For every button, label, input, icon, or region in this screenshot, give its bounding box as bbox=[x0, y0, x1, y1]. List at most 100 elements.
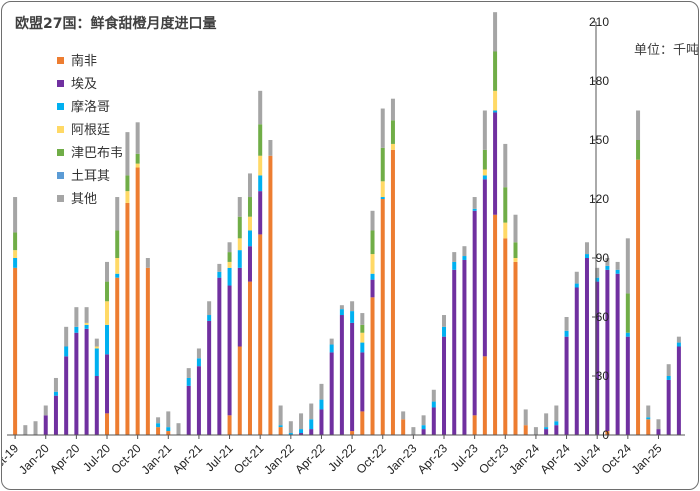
bar-segment-2022-08-4 bbox=[360, 324, 365, 333]
bar-segment-2024-02-6 bbox=[544, 413, 549, 428]
bar-segment-2024-03-2 bbox=[554, 421, 559, 426]
bar-segment-2020-06-2 bbox=[94, 348, 99, 376]
bar-segment-2021-08-6 bbox=[237, 197, 242, 217]
bar-segment-2022-06-2 bbox=[339, 309, 344, 316]
legend-label: 其他 bbox=[71, 192, 97, 207]
y-tick-label: 30 bbox=[596, 369, 610, 383]
bar-segment-2022-08-2 bbox=[360, 342, 365, 353]
bar-segment-2020-10-4 bbox=[135, 153, 140, 164]
x-tick-label: Apr-21 bbox=[170, 441, 206, 477]
bar-segment-2021-07-2 bbox=[227, 267, 232, 286]
bar-segment-2021-10-2 bbox=[258, 175, 263, 192]
legend-label: 南非 bbox=[71, 53, 97, 69]
bar-segment-2024-11-4 bbox=[636, 140, 641, 160]
bar-segment-2020-05-6 bbox=[84, 307, 89, 323]
bar-segment-2024-03-1 bbox=[554, 425, 559, 435]
bar-segment-2020-08-4 bbox=[115, 230, 120, 258]
x-tick-label: Jan-22 bbox=[261, 441, 297, 477]
bar-segment-2020-12-6 bbox=[156, 417, 161, 424]
bar-segment-2019-10-2 bbox=[13, 258, 18, 268]
bar-segment-2024-05-6 bbox=[574, 271, 579, 284]
bar-segment-2023-04-6 bbox=[442, 315, 447, 327]
bar-segment-2023-06-1 bbox=[462, 259, 467, 435]
bar-segment-2024-03-6 bbox=[554, 405, 559, 422]
bar-segment-2020-02-6 bbox=[53, 377, 58, 392]
bar-segment-2021-07-6 bbox=[227, 242, 232, 253]
chart-title: 欧盟27国：鲜食甜橙月度进口量 bbox=[15, 15, 216, 32]
unit-label: 单位：千吨 bbox=[634, 43, 698, 58]
bar-segment-2022-05-6 bbox=[329, 338, 334, 345]
bar-segment-2023-08-1 bbox=[482, 179, 487, 357]
legend-swatch bbox=[57, 195, 64, 202]
x-tick-label: Oct-19 bbox=[2, 441, 21, 477]
bar-segment-2024-05-1 bbox=[574, 287, 579, 435]
x-tick-label: Jan-24 bbox=[506, 441, 542, 477]
bar-segment-2023-04-1 bbox=[442, 336, 447, 435]
bar-segment-2021-11-6 bbox=[268, 140, 273, 156]
bar-segment-2023-07-6 bbox=[472, 197, 477, 209]
bar-segment-2022-11-3 bbox=[390, 143, 395, 150]
bar-segment-2024-04-1 bbox=[564, 336, 569, 435]
legend-swatch bbox=[57, 149, 64, 156]
bar-segment-2021-06-2 bbox=[217, 271, 222, 278]
bar-segment-2023-03-2 bbox=[431, 401, 436, 408]
bar-segment-2020-07-2 bbox=[105, 324, 110, 355]
x-tick-label: Jan-25 bbox=[629, 441, 665, 477]
bar-segment-2025-02-2 bbox=[666, 376, 671, 380]
bar-segment-2021-07-3 bbox=[227, 261, 232, 268]
bar-segment-2020-04-1 bbox=[74, 332, 79, 435]
legend-swatch bbox=[57, 172, 64, 179]
bar-segment-2024-01-6 bbox=[533, 427, 538, 435]
bar-segment-2021-10-0 bbox=[258, 234, 263, 435]
bar-segment-2022-08-0 bbox=[360, 411, 365, 435]
bar-segment-2021-07-4 bbox=[227, 252, 232, 262]
bar-segment-2021-12-6 bbox=[278, 405, 283, 426]
bar-segment-2021-05-6 bbox=[207, 301, 212, 316]
bar-segment-2024-10-4 bbox=[625, 293, 630, 333]
bar-segment-2021-09-3 bbox=[247, 216, 252, 231]
bar-segment-2020-08-0 bbox=[115, 277, 120, 435]
bar-segment-2020-06-1 bbox=[94, 376, 99, 435]
bar-segment-2022-02-1 bbox=[299, 433, 304, 435]
bar-segment-2020-08-3 bbox=[115, 258, 120, 274]
legend-swatch bbox=[57, 103, 64, 110]
bar-segment-2021-06-6 bbox=[217, 263, 222, 272]
bar-segment-2021-12-2 bbox=[278, 425, 283, 428]
legend-label: 阿根廷 bbox=[71, 123, 110, 138]
bar-segment-2021-07-0 bbox=[227, 415, 232, 435]
x-tick-label: Jul-22 bbox=[325, 441, 358, 474]
bar-segment-2021-03-6 bbox=[186, 368, 191, 378]
bar-segment-2024-10-1 bbox=[625, 336, 630, 435]
bar-segment-2024-06-1 bbox=[584, 258, 589, 435]
legend-label: 埃及 bbox=[71, 77, 97, 92]
bar-segment-2023-11-0 bbox=[513, 261, 518, 435]
bar-segment-2020-12-2 bbox=[156, 423, 161, 428]
x-tick-label: Oct-20 bbox=[108, 441, 144, 477]
bar-segment-2023-05-2 bbox=[452, 261, 457, 270]
bar-segment-2024-11-6 bbox=[636, 110, 641, 140]
bar-segment-2024-06-2 bbox=[584, 254, 589, 258]
bar-segment-2024-11-0 bbox=[636, 159, 641, 436]
bar-segment-2022-09-6 bbox=[370, 210, 375, 231]
bar-segment-2022-12-0 bbox=[401, 419, 406, 435]
bar-segment-2023-08-3 bbox=[482, 169, 487, 176]
y-tick-label: 120 bbox=[589, 192, 609, 206]
bar-segment-2020-07-3 bbox=[105, 301, 110, 325]
bar-segment-2020-03-6 bbox=[64, 326, 69, 347]
bar-segment-2020-01-6 bbox=[43, 405, 48, 416]
bar-segment-2022-04-6 bbox=[319, 383, 324, 400]
bar-segment-2023-01-6 bbox=[411, 427, 416, 435]
bar-segment-2021-09-0 bbox=[247, 281, 252, 435]
bar-segment-2019-10-0 bbox=[13, 267, 18, 435]
bar-segment-2023-09-4 bbox=[493, 51, 498, 91]
bar-segment-2021-12-0 bbox=[278, 427, 283, 435]
bar-segment-2020-11-6 bbox=[145, 258, 150, 268]
bar-segment-2023-10-4 bbox=[503, 187, 508, 223]
bar-segment-2020-07-6 bbox=[105, 261, 110, 282]
bar-segment-2023-11-4 bbox=[513, 242, 518, 258]
bar-segment-2024-09-2 bbox=[615, 269, 620, 274]
bar-segment-2021-05-2 bbox=[207, 315, 212, 321]
y-tick-label: 180 bbox=[589, 74, 609, 88]
bar-segment-2021-04-6 bbox=[196, 348, 201, 359]
bar-segment-2021-05-1 bbox=[207, 320, 212, 435]
